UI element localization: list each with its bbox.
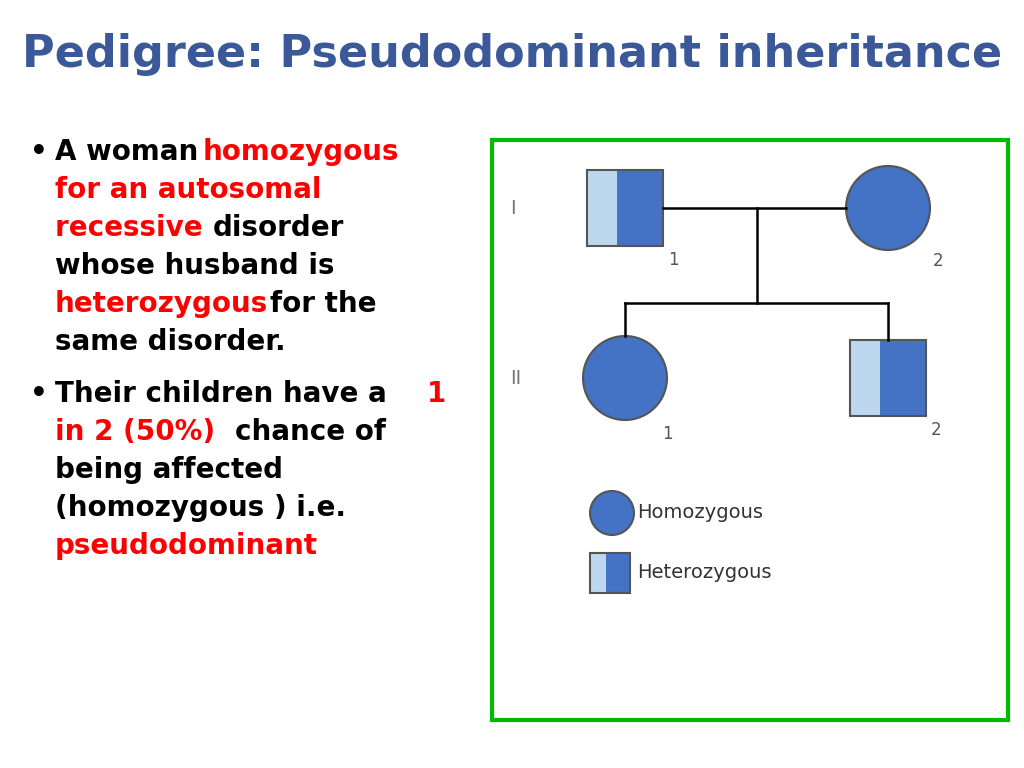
Bar <box>850 340 926 416</box>
Text: homozygous: homozygous <box>203 138 399 166</box>
Circle shape <box>846 166 930 250</box>
Bar <box>881 340 926 416</box>
Text: A woman: A woman <box>55 138 208 166</box>
Text: pseudodominant: pseudodominant <box>55 532 318 560</box>
Text: •: • <box>30 138 48 166</box>
Bar <box>587 170 617 246</box>
Text: Their children have a: Their children have a <box>55 380 396 408</box>
Text: for an autosomal: for an autosomal <box>55 176 322 204</box>
Text: heterozygous: heterozygous <box>55 290 268 318</box>
Text: 1: 1 <box>427 380 446 408</box>
Text: for the: for the <box>270 290 377 318</box>
Text: II: II <box>510 369 521 388</box>
Bar <box>590 553 630 593</box>
Text: disorder: disorder <box>213 214 344 242</box>
Text: being affected: being affected <box>55 456 283 484</box>
Bar <box>850 340 881 416</box>
Text: 2: 2 <box>931 421 942 439</box>
Bar <box>606 553 630 593</box>
Text: I: I <box>510 198 516 217</box>
Text: 1: 1 <box>668 251 679 269</box>
Text: same disorder.: same disorder. <box>55 328 286 356</box>
Circle shape <box>583 336 667 420</box>
Text: Pedigree: Pseudodominant inheritance: Pedigree: Pseudodominant inheritance <box>22 33 1002 76</box>
Text: 2: 2 <box>933 252 944 270</box>
Text: in 2 (50%): in 2 (50%) <box>55 418 215 446</box>
Bar <box>587 170 663 246</box>
Bar <box>492 140 1008 720</box>
Bar <box>617 170 663 246</box>
Text: Heterozygous: Heterozygous <box>637 564 771 582</box>
Bar <box>590 553 606 593</box>
Text: (homozygous ) i.e.: (homozygous ) i.e. <box>55 494 346 522</box>
Text: 1: 1 <box>662 425 673 443</box>
Text: chance of: chance of <box>234 418 386 446</box>
Text: recessive: recessive <box>55 214 212 242</box>
Text: Homozygous: Homozygous <box>637 504 763 522</box>
Text: •: • <box>30 380 48 408</box>
Text: whose husband is: whose husband is <box>55 252 335 280</box>
Circle shape <box>590 491 634 535</box>
